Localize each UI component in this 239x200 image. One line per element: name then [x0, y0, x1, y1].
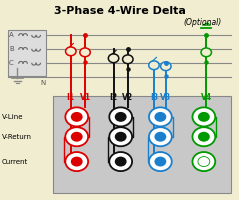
Circle shape [198, 132, 210, 142]
Text: N: N [41, 80, 46, 86]
Text: I2: I2 [109, 93, 118, 102]
Circle shape [149, 61, 159, 70]
Text: 3-Phase 4-Wire Delta: 3-Phase 4-Wire Delta [54, 6, 185, 16]
Text: B: B [9, 46, 14, 52]
Circle shape [65, 47, 76, 56]
Circle shape [65, 107, 88, 126]
Circle shape [201, 48, 212, 57]
Circle shape [65, 152, 88, 171]
Circle shape [71, 132, 83, 142]
Circle shape [65, 127, 88, 146]
Circle shape [149, 152, 172, 171]
Circle shape [161, 62, 171, 71]
Circle shape [108, 54, 119, 63]
Circle shape [109, 127, 132, 146]
Circle shape [192, 107, 215, 126]
Circle shape [198, 157, 210, 167]
Circle shape [192, 152, 215, 171]
Text: V3: V3 [160, 93, 171, 102]
Circle shape [149, 127, 172, 146]
Circle shape [192, 127, 215, 146]
Text: V-Return: V-Return [2, 134, 32, 140]
Text: (Optional): (Optional) [183, 18, 222, 27]
Text: A: A [9, 32, 14, 38]
Circle shape [115, 157, 127, 167]
Text: C: C [9, 60, 14, 66]
Text: I1: I1 [67, 93, 75, 102]
Circle shape [198, 112, 210, 122]
Circle shape [115, 132, 127, 142]
Text: V1: V1 [80, 93, 91, 102]
Circle shape [80, 48, 90, 57]
Bar [8, 30, 46, 76]
Circle shape [154, 132, 166, 142]
Circle shape [71, 112, 83, 122]
Circle shape [154, 157, 166, 167]
Circle shape [115, 112, 127, 122]
Circle shape [109, 107, 132, 126]
Circle shape [109, 152, 132, 171]
Bar [53, 96, 231, 193]
Text: V2: V2 [122, 93, 133, 102]
Text: V4: V4 [201, 93, 212, 102]
Text: V-Line: V-Line [2, 114, 23, 120]
Circle shape [149, 107, 172, 126]
Circle shape [154, 112, 166, 122]
Circle shape [123, 55, 133, 64]
Circle shape [71, 157, 83, 167]
Text: Current: Current [2, 159, 28, 165]
Text: I3: I3 [150, 93, 158, 102]
